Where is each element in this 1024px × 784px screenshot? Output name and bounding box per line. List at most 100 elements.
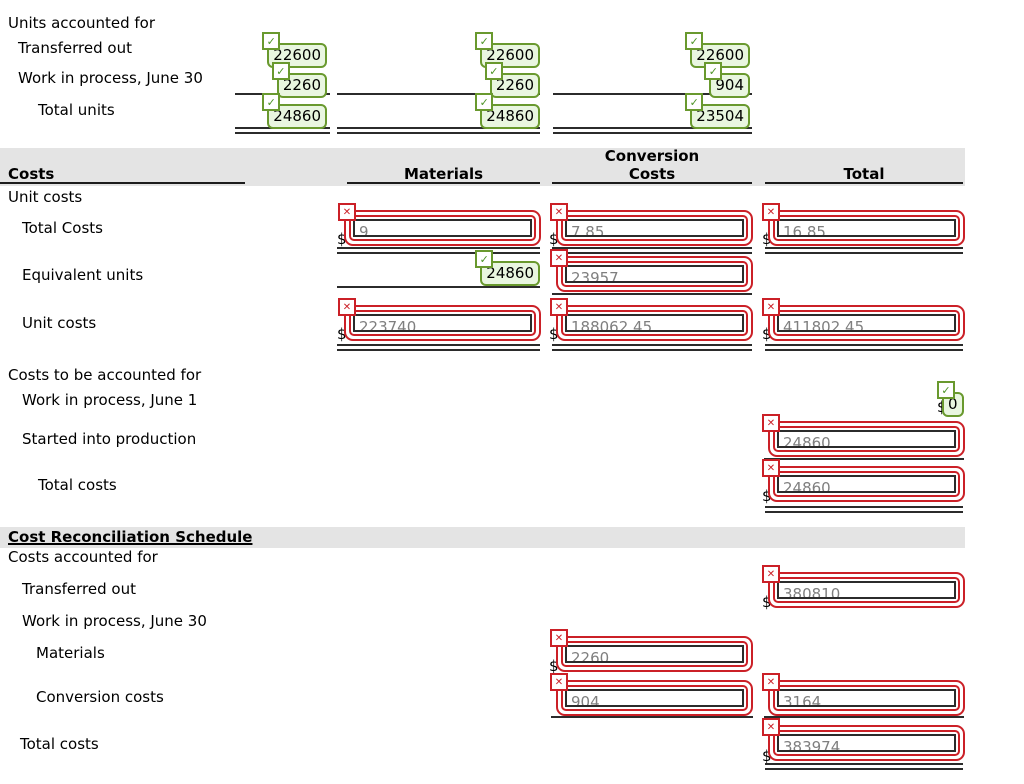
single-underline — [337, 93, 540, 95]
total-costs-materials-input[interactable]: ✕ 9 — [338, 203, 541, 246]
error-outline: 2260 — [561, 641, 748, 667]
input-value: 223740 — [353, 314, 532, 332]
input-value: 23957 — [565, 265, 744, 283]
error-outline: 7.85 — [561, 215, 748, 241]
recon-transferred-out-input[interactable]: ✕ 380810 — [762, 565, 965, 608]
recon-conversion-costs-total-input[interactable]: ✕ 3164 — [762, 673, 965, 716]
check-icon: ✓ — [475, 32, 494, 50]
error-outline: 3164 — [773, 685, 960, 711]
wip-june30-input-col1[interactable]: ✓ 2260 — [271, 62, 327, 98]
unit-costs-conversion-input[interactable]: ✕ 188062.45 — [550, 298, 753, 341]
col-header-materials: Materials — [403, 165, 484, 183]
x-icon: ✕ — [762, 673, 780, 691]
col-header-conversion-line2: Costs — [628, 165, 676, 183]
row-label-started-into-production: Started into production — [22, 430, 197, 448]
single-underline — [551, 716, 753, 718]
equivalent-units-conversion-input[interactable]: ✕ 23957 — [550, 249, 753, 292]
x-icon: ✕ — [550, 203, 568, 221]
input-value: 16.85 — [777, 219, 956, 237]
table-header-band — [0, 148, 965, 186]
equivalent-units-materials-input[interactable]: ✓ 24860 — [475, 250, 540, 286]
unit-costs-materials-input[interactable]: ✕ 223740 — [338, 298, 541, 341]
header-underline — [552, 182, 752, 184]
currency-sign: $ — [549, 325, 559, 343]
input-value: 904 — [565, 689, 744, 707]
error-outline: 188062.45 — [561, 310, 748, 336]
row-label-wip-june30: Work in process, June 30 — [18, 69, 203, 87]
error-outline: 223740 — [349, 310, 536, 336]
x-icon: ✕ — [762, 414, 780, 432]
single-underline — [764, 458, 964, 460]
input-value: 188062.45 — [565, 314, 744, 332]
currency-sign: $ — [337, 230, 347, 248]
total-costs-to-account-input[interactable]: ✕ 24860 — [762, 459, 965, 502]
recon-total-costs-input[interactable]: ✕ 383974 — [762, 718, 965, 761]
row-label-recon-conversion-costs: Conversion costs — [36, 688, 164, 706]
x-icon: ✕ — [762, 459, 780, 477]
total-costs-total-input[interactable]: ✕ 16.85 — [762, 203, 965, 246]
double-underline — [765, 344, 963, 351]
check-icon: ✓ — [484, 62, 503, 80]
total-units-input-col1[interactable]: ✓ 24860 — [262, 93, 327, 129]
input-value: 24860 — [480, 104, 540, 129]
transferred-out-input-col1[interactable]: ✓ 22600 — [262, 32, 327, 68]
check-icon: ✓ — [937, 381, 955, 399]
header-underline — [0, 182, 245, 184]
error-outline: 23957 — [561, 261, 748, 287]
input-value: 904 — [709, 73, 750, 98]
single-underline — [553, 93, 752, 95]
started-into-production-input[interactable]: ✕ 24860 — [762, 414, 965, 457]
input-value: 383974 — [777, 734, 956, 752]
check-icon: ✓ — [685, 93, 704, 111]
check-icon: ✓ — [271, 62, 290, 80]
double-underline — [552, 247, 752, 254]
error-outline: 904 — [561, 685, 748, 711]
single-underline — [552, 293, 752, 295]
row-label-recon-transferred-out: Transferred out — [22, 580, 136, 598]
double-underline — [765, 763, 963, 770]
row-label-total-costs: Total Costs — [22, 219, 103, 237]
error-outline: 24860 — [773, 471, 960, 497]
double-underline — [553, 127, 752, 134]
single-underline — [337, 286, 540, 288]
wip-june30-input-col2[interactable]: ✓ 2260 — [484, 62, 540, 98]
error-outline: 380810 — [773, 577, 960, 603]
row-label-equivalent-units: Equivalent units — [22, 266, 144, 284]
unit-costs-total-input[interactable]: ✕ 411802.45 — [762, 298, 965, 341]
wip-june1-input[interactable]: ✓ 0 — [937, 381, 964, 417]
x-icon: ✕ — [550, 298, 568, 316]
x-icon: ✕ — [338, 203, 356, 221]
input-value: 411802.45 — [777, 314, 956, 332]
error-outline: 383974 — [773, 730, 960, 756]
check-icon: ✓ — [262, 93, 281, 111]
double-underline — [337, 127, 540, 134]
total-units-input-col3[interactable]: ✓ 23504 — [685, 93, 750, 129]
double-underline — [337, 247, 540, 254]
input-value: 3164 — [777, 689, 956, 707]
currency-sign: $ — [762, 325, 772, 343]
input-value: 9 — [353, 219, 532, 237]
currency-sign: $ — [549, 657, 559, 675]
error-outline: 9 — [349, 215, 536, 241]
input-value: 7.85 — [565, 219, 744, 237]
x-icon: ✕ — [338, 298, 356, 316]
header-underline — [347, 182, 540, 184]
recon-conversion-costs-conversion-input[interactable]: ✕ 904 — [550, 673, 753, 716]
currency-sign: $ — [762, 487, 772, 505]
recon-materials-input[interactable]: ✕ 2260 — [550, 629, 753, 672]
section-label-unit-costs: Unit costs — [8, 188, 83, 206]
row-label-recon-wip-june30: Work in process, June 30 — [22, 612, 207, 630]
check-icon: ✓ — [475, 250, 494, 268]
input-value: 2260 — [565, 645, 744, 663]
total-units-input-col2[interactable]: ✓ 24860 — [475, 93, 540, 129]
x-icon: ✕ — [762, 203, 780, 221]
section-title-costs-to-be-accounted: Costs to be accounted for — [8, 366, 202, 384]
x-icon: ✕ — [550, 629, 568, 647]
currency-sign: $ — [337, 325, 347, 343]
row-label-transferred-out: Transferred out — [18, 39, 132, 57]
wip-june30-input-col3[interactable]: ✓ 904 — [704, 62, 750, 98]
total-costs-conversion-input[interactable]: ✕ 7.85 — [550, 203, 753, 246]
double-underline — [337, 344, 540, 351]
row-label-recon-total-costs: Total costs — [20, 735, 99, 753]
